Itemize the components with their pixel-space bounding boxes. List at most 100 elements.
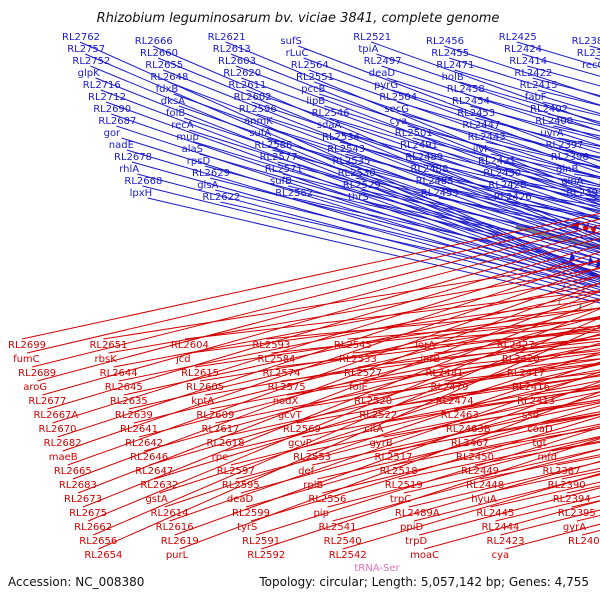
reverse-gene-label: RL2545 — [334, 340, 372, 351]
forward-gene-label: RL2603 — [218, 56, 256, 67]
reverse-leader-line — [230, 373, 600, 466]
reverse-gene-label: RL2387 — [543, 466, 581, 477]
reverse-leader-line — [37, 231, 600, 382]
forward-gene-label: RL2489 — [405, 152, 443, 163]
forward-gene-label: RL2501 — [395, 128, 433, 139]
forward-gene-label: RL2752 — [72, 56, 110, 67]
forward-gene-label: RL2690 — [93, 104, 131, 115]
reverse-leader-line — [408, 461, 600, 508]
reverse-gene-label: RL2427 — [497, 340, 535, 351]
reverse-gene-label: RL2683 — [59, 480, 97, 491]
reverse-leader-line — [357, 340, 600, 368]
reverse-gene-label: RL2479 — [431, 382, 469, 393]
reverse-gene-label: RL2592 — [247, 550, 285, 561]
forward-gene-label: RL2621 — [208, 32, 246, 43]
reverse-gene-label: RL2647 — [135, 466, 173, 477]
forward-gene-label: lipB — [306, 96, 325, 107]
reverse-leader-line — [235, 384, 600, 480]
reverse-gene-label: jcd — [175, 354, 191, 365]
forward-leader-line — [90, 65, 600, 278]
reverse-leader-line — [225, 363, 600, 452]
forward-gene-label: RL2430 — [483, 168, 521, 179]
reverse-gene-label: RL2395 — [558, 508, 596, 519]
forward-gene-label: RL2571 — [265, 164, 303, 175]
reverse-leader-line — [82, 299, 600, 508]
forward-gene-label: mup — [176, 132, 198, 143]
reverse-leader-line — [256, 426, 600, 536]
reverse-gene-label: RL2644 — [100, 368, 138, 379]
reverse-leader-line — [215, 344, 600, 424]
reverse-gene-label: RL2540 — [324, 536, 362, 547]
forward-gene-label: RL2455 — [431, 48, 469, 59]
reverse-leader-line — [291, 358, 600, 410]
forward-gene-label: RL2391 — [566, 188, 600, 199]
forward-leader-line — [371, 41, 600, 125]
reverse-gene-label: RL2614 — [151, 508, 189, 519]
reverse-gene-label: RL2632 — [140, 480, 178, 491]
forward-gene-label: RL2497 — [364, 56, 402, 67]
forward-gene-label: RL2712 — [88, 92, 126, 103]
reverse-gene-label: coaD — [527, 424, 553, 435]
reverse-leader-line — [103, 260, 600, 340]
reverse-gene-label: RL2675 — [69, 508, 107, 519]
reverse-gene-label: RL2404 — [568, 536, 600, 547]
forward-gene-label: pccB — [301, 84, 325, 95]
forward-gene-label: cya — [390, 116, 408, 127]
reverse-gene-label: RL2420 — [502, 354, 540, 365]
forward-gene-label: RL2447 — [462, 120, 500, 131]
forward-leader-line — [215, 189, 600, 283]
reverse-gene-label: RL2527 — [344, 368, 382, 379]
forward-gene-label: sufB — [270, 176, 292, 187]
forward-gene-label: sufA — [249, 128, 271, 139]
reverse-leader-line — [403, 448, 600, 494]
reverse-gene-label: RL2463B — [446, 424, 491, 435]
reverse-leader-line — [93, 317, 600, 536]
forward-gene-label: RL2422 — [514, 68, 552, 79]
forward-leader-line — [417, 149, 600, 194]
forward-gene-label: RL2562 — [275, 188, 313, 199]
forward-gene-label: nadE — [109, 140, 134, 151]
reverse-gene-label: citA — [364, 424, 383, 435]
forward-leader-line — [303, 57, 600, 168]
reverse-gene-label: RL2617 — [201, 424, 239, 435]
reverse-gene-label: cya — [492, 550, 510, 561]
reverse-gene-label: RL2635 — [110, 396, 148, 407]
reverse-leader-line — [383, 399, 600, 438]
reverse-gene-label: RL2673 — [64, 494, 102, 505]
forward-gene-label: RL2543 — [327, 144, 365, 155]
forward-leader-line — [251, 101, 600, 220]
forward-gene-label: RL2666 — [135, 36, 173, 47]
reverse-leader-line — [312, 402, 600, 466]
trna-label: tRNA-Ser — [354, 563, 400, 574]
reverse-gene-label: RL2604 — [171, 340, 209, 351]
forward-gene-label: RL2655 — [145, 60, 183, 71]
reverse-gene-label: RL2517 — [375, 452, 413, 463]
forward-gene-label: RL2424 — [504, 44, 542, 55]
reverse-leader-line — [184, 290, 600, 340]
forward-leader-line — [111, 113, 600, 283]
reverse-gene-label: RL2574 — [263, 368, 301, 379]
forward-leader-line — [334, 129, 600, 206]
forward-gene-label: RL2602 — [234, 92, 272, 103]
forward-gene-label: RL2431 — [478, 156, 516, 167]
forward-gene-label: RL2414 — [509, 56, 547, 67]
reverse-gene-label: nodX — [273, 396, 299, 407]
reverse-gene-label: RL2667A — [33, 410, 78, 421]
forward-leader-line — [397, 101, 600, 162]
reverse-gene-label: RL2689 — [18, 368, 56, 379]
forward-leader-line — [230, 53, 600, 201]
reverse-leader-line — [26, 218, 600, 354]
reverse-gene-label: folE — [349, 382, 368, 393]
reverse-gene-label: maeB — [49, 452, 78, 463]
reverse-gene-label: RL2423 — [487, 536, 525, 547]
reverse-gene-label: RL2569 — [283, 424, 321, 435]
forward-gene-label: RL2762 — [62, 32, 100, 43]
forward-gene-label: RL2613 — [213, 44, 251, 55]
forward-gene-label: RL2611 — [228, 80, 266, 91]
reverse-leader-line — [373, 375, 600, 410]
forward-leader-line — [204, 165, 600, 273]
reverse-gene-label: RL2417 — [507, 368, 545, 379]
forward-gene-label: RL2453 — [457, 108, 495, 119]
reverse-gene-label: RL2467 — [451, 438, 489, 449]
reverse-gene-label: hyuA — [471, 494, 497, 505]
